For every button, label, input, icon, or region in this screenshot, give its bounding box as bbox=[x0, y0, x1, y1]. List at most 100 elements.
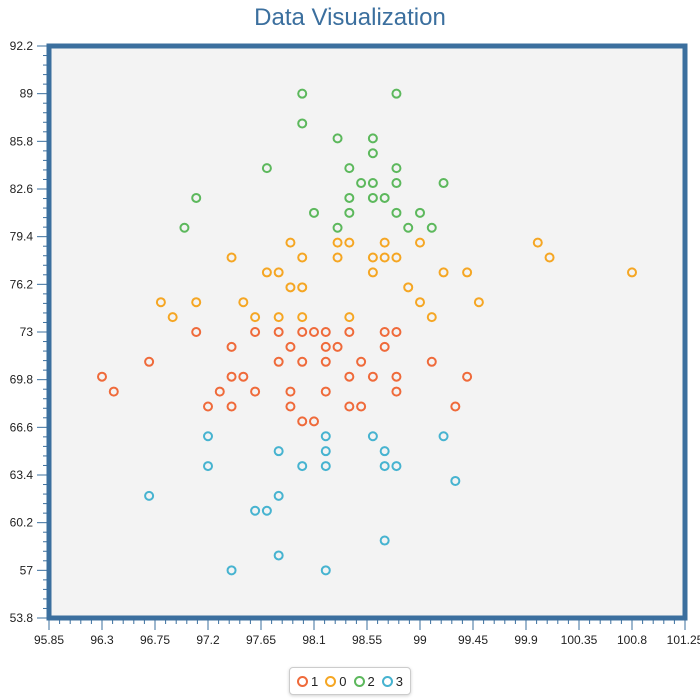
axes: 95.85 96.3 96.75 97.2 97.65 98.1 98.55 99 99.45 9… bbox=[10, 39, 700, 647]
data-point bbox=[273, 312, 284, 323]
data-point bbox=[367, 192, 378, 203]
data-point bbox=[297, 252, 308, 263]
plot-area bbox=[46, 43, 688, 621]
data-point bbox=[391, 386, 402, 397]
data-point bbox=[532, 237, 543, 248]
data-point bbox=[379, 327, 390, 337]
series-1 bbox=[97, 327, 473, 427]
data-point bbox=[226, 371, 237, 382]
data-point bbox=[367, 178, 378, 189]
data-points bbox=[97, 88, 637, 576]
data-point bbox=[320, 327, 331, 337]
y-tick-label: 60.2 bbox=[10, 516, 34, 530]
data-point bbox=[297, 118, 308, 129]
data-point bbox=[155, 297, 166, 308]
legend-item-1[interactable]: 1 bbox=[297, 674, 318, 689]
data-point bbox=[379, 192, 390, 203]
data-point bbox=[108, 386, 119, 397]
x-tick-label: 98.1 bbox=[302, 633, 326, 647]
data-point bbox=[320, 341, 331, 352]
data-point bbox=[297, 461, 308, 472]
series-2 bbox=[179, 88, 449, 233]
x-tick-label: 98.55 bbox=[352, 633, 382, 647]
x-tick-label: 97.2 bbox=[196, 633, 220, 647]
legend-label: 3 bbox=[395, 673, 403, 689]
data-point bbox=[462, 267, 473, 278]
x-tick-label: 97.65 bbox=[246, 633, 276, 647]
x-tick-label: 95.85 bbox=[34, 633, 64, 647]
data-point bbox=[226, 341, 237, 352]
y-tick-label: 53.8 bbox=[10, 611, 34, 625]
data-point bbox=[356, 401, 367, 412]
data-point bbox=[297, 282, 308, 293]
legend-label: 1 bbox=[311, 673, 319, 689]
data-point bbox=[309, 207, 319, 218]
data-point bbox=[438, 267, 449, 278]
data-point bbox=[203, 431, 213, 442]
data-point bbox=[285, 282, 296, 293]
y-tick-label: 66.6 bbox=[10, 420, 34, 434]
data-point bbox=[273, 446, 284, 457]
legend-item-3[interactable]: 3 bbox=[381, 673, 403, 689]
y-tick-label: 92.2 bbox=[10, 39, 34, 53]
data-point bbox=[250, 505, 261, 516]
data-point bbox=[367, 148, 378, 159]
data-point bbox=[297, 416, 308, 427]
data-point bbox=[391, 207, 402, 218]
data-point bbox=[273, 356, 284, 367]
data-point bbox=[332, 237, 343, 248]
legend-item-2[interactable]: 2 bbox=[353, 674, 375, 689]
data-point bbox=[261, 505, 272, 516]
data-point bbox=[203, 401, 213, 412]
data-point bbox=[320, 461, 331, 472]
data-point bbox=[403, 222, 414, 233]
data-point bbox=[415, 237, 425, 248]
data-point bbox=[320, 386, 331, 397]
data-point bbox=[391, 88, 402, 99]
x-tick-label: 96.75 bbox=[140, 633, 170, 647]
data-point bbox=[179, 222, 190, 233]
data-point bbox=[344, 192, 355, 203]
data-point bbox=[356, 178, 367, 189]
data-point bbox=[297, 327, 308, 337]
data-point bbox=[379, 237, 390, 248]
data-point bbox=[344, 207, 355, 218]
data-point bbox=[344, 237, 355, 248]
data-point bbox=[426, 312, 437, 323]
legend-swatch bbox=[297, 675, 309, 687]
data-point bbox=[415, 297, 425, 308]
data-point bbox=[344, 327, 355, 337]
data-point bbox=[250, 386, 261, 397]
data-point bbox=[285, 237, 296, 248]
data-point bbox=[320, 565, 331, 576]
data-point bbox=[144, 490, 155, 501]
data-point bbox=[415, 207, 425, 218]
data-point bbox=[379, 252, 390, 263]
legend-item-0[interactable]: 0 bbox=[325, 674, 347, 689]
data-point bbox=[391, 327, 402, 337]
legend: 1 0 2 3 bbox=[289, 667, 411, 695]
data-point bbox=[226, 565, 237, 576]
data-point bbox=[450, 475, 461, 486]
y-tick-label: 73 bbox=[20, 325, 34, 339]
data-point bbox=[297, 312, 308, 323]
series-3 bbox=[144, 431, 461, 576]
x-tick-label: 96.3 bbox=[90, 633, 114, 647]
x-tick-label: 99.45 bbox=[458, 633, 488, 647]
y-tick-label: 79.4 bbox=[10, 230, 34, 244]
data-point bbox=[379, 461, 390, 472]
data-point bbox=[367, 133, 378, 144]
data-point bbox=[367, 371, 378, 382]
y-tick-label: 69.8 bbox=[10, 373, 34, 387]
data-point bbox=[391, 461, 402, 472]
x-tick-label: 101.25 bbox=[667, 633, 700, 647]
data-point bbox=[332, 222, 343, 233]
y-tick-label: 85.8 bbox=[10, 134, 34, 148]
chart-title: Data Visualization bbox=[254, 4, 446, 31]
data-point bbox=[438, 431, 449, 442]
x-tick-label: 99.9 bbox=[514, 633, 538, 647]
data-point bbox=[203, 461, 213, 472]
x-tick-label: 100.35 bbox=[561, 633, 598, 647]
data-point bbox=[285, 386, 296, 397]
data-point bbox=[273, 267, 284, 278]
